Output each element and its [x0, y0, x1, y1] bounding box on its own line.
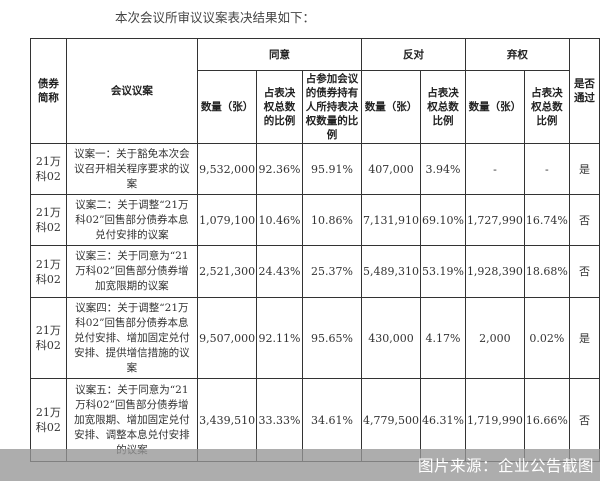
cell-motion: 议案一：关于豁免本次会议召开相关程序要求的议案	[65, 143, 199, 195]
cell-agree-qty: 9,532,000	[197, 143, 258, 195]
header-oppose-qty: 数量（张）	[361, 70, 421, 144]
image-credit: 图片来源：企业公告截图	[417, 457, 594, 475]
cell-abstain-qty: -	[464, 143, 525, 195]
header-row-sub: 数量（张） 占表决权总数的比例 占参加会议的债券持有人所持表决权数量的比例 数量…	[31, 70, 600, 144]
cell-agree-attend: 95.91%	[301, 143, 363, 195]
cell-oppose-qty: 4,779,500	[361, 378, 421, 462]
table-row: 21万科02 议案三：关于同意为“21万科02”回售部分债券增加宽限期的议案 2,5…	[30, 245, 600, 298]
cell-agree-ratio: 92.36%	[256, 143, 303, 195]
header-abstain: 弃权	[464, 38, 570, 71]
cell-agree-qty: 9,507,000	[197, 297, 258, 379]
cell-oppose-ratio: 3.94%	[419, 143, 466, 195]
cell-agree-attend: 10.86%	[301, 194, 363, 246]
cell-abstain-ratio: 0.02%	[523, 297, 570, 379]
cell-oppose-ratio: 46.31%	[419, 378, 466, 462]
cell-motion: 议案二：关于调整“21万科02”回售部分债券本息兑付安排的议案	[65, 194, 199, 246]
table-row: 21万科02 议案五：关于同意为“21万科02”回售部分债券增加宽限期、增加固定兑…	[30, 378, 600, 462]
intro-text: 本次会议所审议议案表决结果如下：	[115, 10, 316, 25]
cell-passed: 否	[568, 378, 600, 462]
header-abstain-ratio: 占表决权总数比例	[523, 70, 570, 144]
cell-motion: 议案四：关于调整“21万科02”回售部分债券本息兑付安排、增加固定兑付安排、提供…	[65, 297, 199, 379]
cell-agree-attend: 25.37%	[301, 245, 363, 298]
cell-abstain-ratio: -	[523, 143, 570, 195]
header-motion: 会议议案	[65, 38, 199, 144]
cell-abstain-qty: 1,719,990	[464, 378, 525, 462]
cell-abstain-ratio: 16.66%	[523, 378, 570, 462]
cell-oppose-qty: 5,489,310	[361, 245, 421, 298]
cell-bond: 21万科02	[30, 143, 67, 195]
cell-abstain-ratio: 18.68%	[523, 245, 570, 298]
cell-motion: 议案五：关于同意为“21万科02”回售部分债券增加宽限期、增加固定兑付安排、调整…	[65, 378, 199, 462]
cell-agree-qty: 3,439,510	[197, 378, 258, 462]
cell-abstain-qty: 2,000	[464, 297, 525, 379]
cell-agree-ratio: 92.11%	[256, 297, 303, 379]
cell-motion: 议案三：关于同意为“21万科02”回售部分债券增加宽限期的议案	[65, 245, 199, 298]
cell-agree-attend: 95.65%	[301, 297, 363, 379]
cell-bond: 21万科02	[30, 378, 67, 462]
cell-oppose-ratio: 53.19%	[419, 245, 466, 298]
header-agree-ratio: 占表决权总数的比例	[256, 70, 303, 144]
cell-oppose-qty: 407,000	[361, 143, 421, 195]
table-row: 21万科02 议案一：关于豁免本次会议召开相关程序要求的议案 9,532,000 92…	[30, 143, 600, 195]
cell-abstain-qty: 1,727,990	[464, 194, 525, 246]
vote-results-table: 债券简称 会议议案 同意 反对 弃权 是否通过 数量（张） 占表决权总数的比例 …	[30, 38, 600, 462]
header-bond: 债券简称	[30, 38, 67, 144]
header-abstain-qty: 数量（张）	[464, 70, 525, 144]
credit-overlay	[0, 449, 600, 481]
header-oppose: 反对	[361, 38, 466, 71]
header-oppose-ratio: 占表决权总数比例	[419, 70, 466, 144]
cell-agree-ratio: 24.43%	[256, 245, 303, 298]
cell-agree-ratio: 10.46%	[256, 194, 303, 246]
cell-passed: 是	[568, 297, 600, 379]
cell-passed: 否	[568, 194, 600, 246]
header-row-group: 债券简称 会议议案 同意 反对 弃权 是否通过	[30, 38, 600, 144]
header-agree: 同意	[197, 38, 362, 71]
cell-oppose-ratio: 69.10%	[419, 194, 466, 246]
cell-oppose-ratio: 4.17%	[419, 297, 466, 379]
cell-oppose-qty: 430,000	[361, 297, 421, 379]
cell-oppose-qty: 7,131,910	[361, 194, 421, 246]
cell-agree-qty: 2,521,300	[197, 245, 258, 298]
cell-bond: 21万科02	[30, 297, 67, 379]
header-agree-attend: 占参加会议的债券持有人所持表决权数量的比例	[301, 70, 363, 144]
cell-agree-attend: 34.61%	[301, 378, 363, 462]
cell-agree-qty: 1,079,100	[197, 194, 258, 246]
cell-abstain-qty: 1,928,390	[464, 245, 525, 298]
table-row: 21万科02 议案四：关于调整“21万科02”回售部分债券本息兑付安排、增加固定兑…	[30, 297, 600, 379]
header-passed: 是否通过	[568, 38, 600, 144]
cell-bond: 21万科02	[30, 245, 67, 298]
cell-passed: 否	[568, 245, 600, 298]
cell-bond: 21万科02	[30, 194, 67, 246]
header-agree-qty: 数量（张）	[197, 70, 258, 144]
cell-passed: 是	[568, 143, 600, 195]
cell-abstain-ratio: 16.74%	[523, 194, 570, 246]
table-row: 21万科02 议案二：关于调整“21万科02”回售部分债券本息兑付安排的议案 1,0…	[30, 194, 600, 246]
